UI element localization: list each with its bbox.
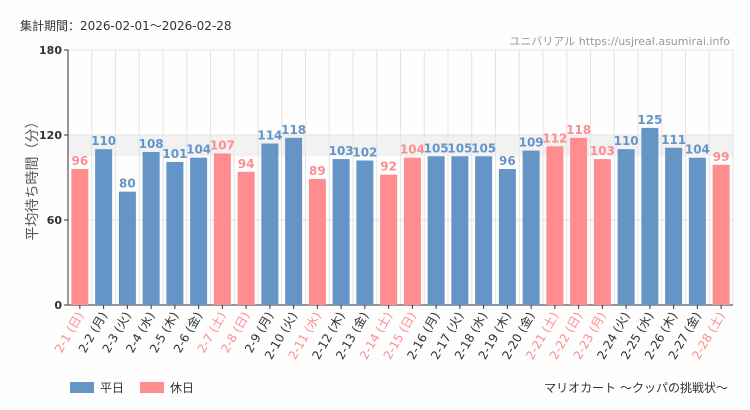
bar: [261, 143, 279, 305]
bar: [142, 152, 160, 305]
legend: 平日 休日: [70, 379, 194, 396]
data-label: 103: [590, 144, 615, 158]
bar: [332, 159, 350, 305]
legend-holiday[interactable]: 休日: [140, 379, 194, 396]
bar: [308, 178, 326, 305]
data-label: 104: [685, 143, 710, 157]
bar: [213, 153, 231, 305]
data-label: 108: [139, 137, 164, 151]
data-label: 105: [447, 141, 472, 155]
data-label: 89: [309, 164, 326, 178]
bar: [617, 149, 635, 305]
data-label: 104: [186, 143, 211, 157]
bar: [356, 160, 374, 305]
bar: [498, 169, 516, 305]
bar: [570, 137, 588, 305]
legend-holiday-label: 休日: [170, 381, 195, 395]
bar: [237, 171, 255, 305]
data-label: 118: [281, 123, 306, 137]
data-label: 111: [661, 133, 686, 147]
bar: [427, 156, 445, 305]
data-label: 94: [238, 157, 255, 171]
data-label: 96: [499, 154, 516, 168]
bar: [403, 157, 421, 305]
bar: [712, 164, 730, 305]
data-label: 103: [329, 144, 354, 158]
data-label: 102: [352, 146, 377, 160]
data-label: 109: [519, 136, 544, 150]
bar: [380, 174, 398, 305]
bar: [285, 137, 303, 305]
y-tick-label: 180: [39, 44, 62, 57]
holiday-swatch: [140, 382, 165, 393]
data-label: 104: [400, 143, 425, 157]
data-label: 80: [119, 177, 136, 191]
data-label: 107: [210, 138, 235, 152]
bar: [665, 147, 683, 305]
y-tick-label: 0: [54, 299, 62, 312]
bar: [451, 156, 469, 305]
data-label: 105: [424, 141, 449, 155]
data-label: 105: [471, 141, 496, 155]
legend-weekday[interactable]: 平日: [70, 379, 124, 396]
weekday-swatch: [70, 382, 94, 393]
data-label: 125: [637, 113, 662, 127]
bar: [475, 156, 493, 305]
bar: [118, 191, 136, 305]
y-axis-label: 平均待ち時間（分）: [25, 115, 41, 241]
data-label: 101: [162, 147, 187, 161]
data-label: 114: [257, 129, 282, 143]
bar: [593, 159, 611, 305]
bar: [71, 169, 89, 305]
y-tick-label: 120: [39, 129, 62, 142]
attraction-name: マリオカート ～クッパの挑戦状～: [544, 381, 728, 395]
data-label: 110: [614, 134, 639, 148]
data-label: 92: [380, 160, 397, 174]
data-label: 96: [72, 154, 89, 168]
data-label: 118: [566, 123, 591, 137]
data-label: 99: [713, 150, 730, 164]
bar: [641, 127, 659, 306]
data-label: 112: [542, 131, 567, 145]
bar: [546, 146, 564, 305]
legend-weekday-label: 平日: [100, 381, 125, 395]
period-label: 集計期間：2026-02-01～2026-02-28: [20, 19, 232, 33]
y-tick-label: 60: [47, 214, 63, 227]
bar: [190, 157, 208, 305]
bar: [95, 149, 113, 305]
bar: [688, 157, 706, 305]
bar: [522, 150, 540, 305]
site-credit[interactable]: ユニバリアル https://usjreal.asumirai.info: [509, 35, 730, 48]
data-label: 110: [91, 134, 116, 148]
bar: [166, 161, 184, 305]
